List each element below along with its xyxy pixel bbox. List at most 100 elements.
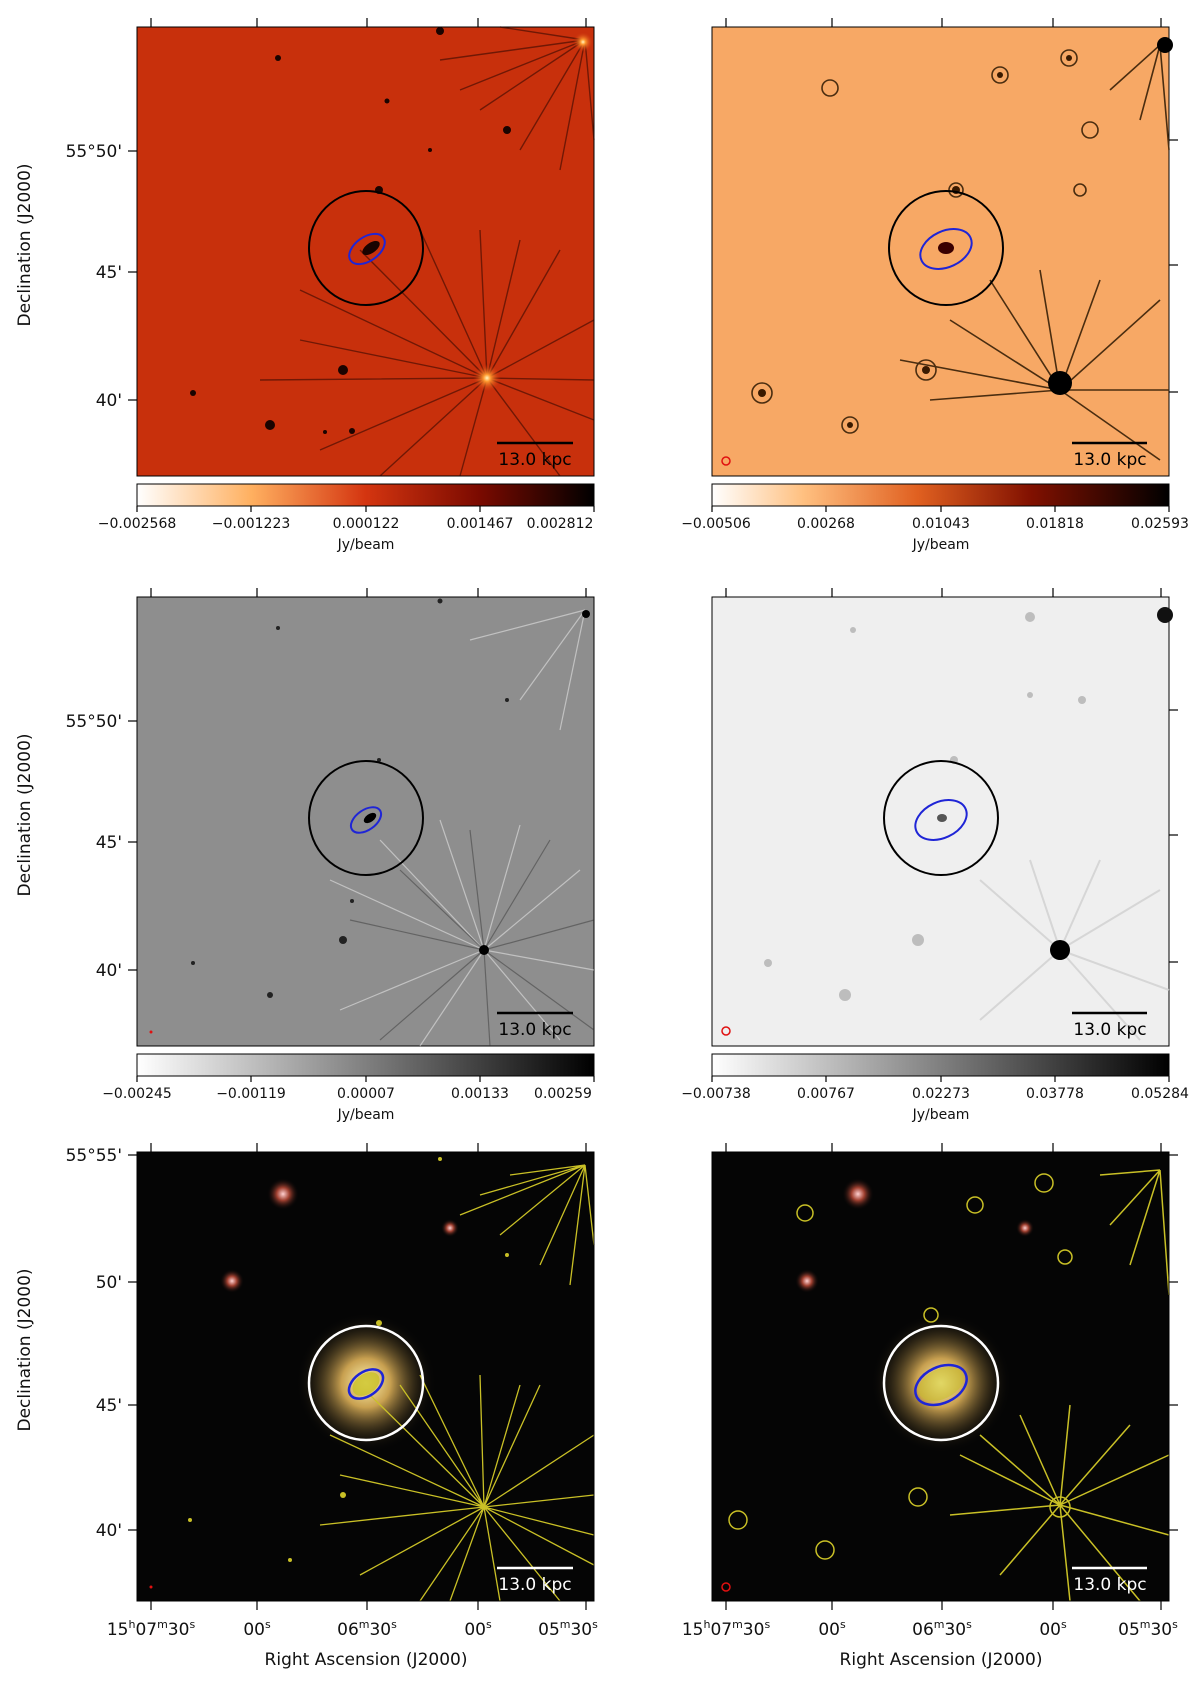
svg-text:−0.00119: −0.00119 [216,1086,286,1102]
aperture-circle [888,190,1004,306]
svg-text:06m30s: 06m30s [912,1618,972,1640]
radio-map-panel-1: 13.0 kpc 55°50' 45' 40' −0.002568 −0.001… [0,0,600,560]
svg-text:55°50': 55°50' [66,142,122,162]
point-sources [190,27,511,434]
panel-row-1: Declination (J2000) [0,0,1200,560]
svg-text:00s: 00s [1039,1618,1067,1640]
galaxy-ellipse [349,806,383,834]
artifact-streaks [329,609,595,1047]
svg-text:−0.00506: −0.00506 [681,516,751,532]
svg-text:55°50': 55°50' [66,712,122,732]
svg-text:0.03778: 0.03778 [1026,1086,1084,1102]
svg-text:40': 40' [96,391,122,411]
contours [728,1169,1170,1602]
svg-text:13.0 kpc: 13.0 kpc [1073,1020,1146,1040]
colorbar [136,1053,595,1077]
artifact-streaks [259,26,595,477]
svg-text:15h07m30s: 15h07m30s [682,1618,771,1640]
optical-overlay-panel-5: 13.0 kpc 55°55' 50' 45' 40' 15h07m30s 00… [0,1135,600,1702]
aperture-circle [308,190,424,306]
panel-row-2: Declination (J2000) [0,570,1200,1130]
galaxy-ellipse [348,232,386,266]
svg-text:0.01818: 0.01818 [1026,516,1084,532]
svg-text:00s: 00s [243,1618,271,1640]
svg-text:05m30s: 05m30s [1118,1618,1178,1640]
beam-marker [721,1026,731,1036]
svg-text:55°55': 55°55' [66,1146,122,1166]
svg-text:0.00007: 0.00007 [337,1086,395,1102]
point-sources [188,1157,509,1562]
svg-text:Jy/beam: Jy/beam [912,1107,970,1123]
ra-tick-labels: 15h07m30s 00s 06m30s 00s 05m30s [682,1618,1178,1640]
svg-text:Jy/beam: Jy/beam [912,537,970,553]
svg-text:40': 40' [96,1521,122,1541]
contours [751,44,1170,461]
beam-marker [721,456,731,466]
svg-text:0.00767: 0.00767 [797,1086,855,1102]
ra-ticks [128,18,587,401]
galaxy-ellipse [919,228,973,270]
ra-tick-labels: 15h07m30s 00s 06m30s 00s 05m30s [107,1618,598,1640]
svg-text:45': 45' [96,263,122,283]
svg-text:13.0 kpc: 13.0 kpc [1073,1575,1146,1595]
svg-text:0.00268: 0.00268 [797,516,855,532]
colorbar [711,483,1170,507]
svg-text:13.0 kpc: 13.0 kpc [498,1020,571,1040]
radio-map-panel-4: 13.0 kpc −0.00738 0.00767 0.02273 0.0377… [600,570,1200,1130]
galaxy-ellipse [914,799,968,841]
beam-marker [721,1582,731,1592]
panel-row-3: Declination (J2000) [0,1135,1200,1702]
svg-text:0.002812: 0.002812 [527,516,594,532]
svg-text:Declination (J2000): Declination (J2000) [15,163,35,326]
svg-text:45': 45' [96,1396,122,1416]
svg-text:00s: 00s [464,1618,492,1640]
svg-text:Right Ascension (J2000): Right Ascension (J2000) [840,1650,1043,1670]
point-sources [758,55,1072,428]
aperture-circle [307,1324,425,1442]
artifact-streaks [979,859,1170,1041]
galaxy-ellipse [914,1363,968,1407]
galaxy-ellipse [347,1368,385,1400]
svg-text:−0.002568: −0.002568 [98,516,177,532]
svg-text:13.0 kpc: 13.0 kpc [498,1575,571,1595]
svg-text:0.01043: 0.01043 [912,516,970,532]
svg-text:Declination (J2000): Declination (J2000) [15,1268,35,1431]
svg-text:05m30s: 05m30s [538,1618,598,1640]
beam-marker [149,1585,153,1589]
radio-map-panel-3: 13.0 kpc 55°50' 45' 40' −0.00245 −0.0011… [0,570,600,1130]
svg-text:Right Ascension (J2000): Right Ascension (J2000) [265,1650,468,1670]
svg-text:Jy/beam: Jy/beam [337,537,395,553]
colorbar [711,1053,1170,1077]
svg-text:0.00133: 0.00133 [451,1086,509,1102]
radio-map-panel-2: 13.0 kpc −0.00506 0.00268 0.01043 0.0181… [600,0,1200,560]
dec-axis-label: Declination (J2000) [14,700,36,930]
svg-text:−0.001223: −0.001223 [212,516,291,532]
svg-text:0.02593: 0.02593 [1131,516,1189,532]
optical-overlay-panel-6: 13.0 kpc 15h07m30s 00s 06m30s 00s 05m30s… [600,1135,1200,1702]
svg-text:Declination (J2000): Declination (J2000) [15,733,35,896]
beam-marker [149,1030,153,1034]
svg-text:0.001467: 0.001467 [447,516,514,532]
contours [319,1164,595,1602]
svg-text:15h07m30s: 15h07m30s [107,1618,196,1640]
svg-text:0.000122: 0.000122 [333,516,400,532]
bright-source [473,364,501,392]
svg-text:13.0 kpc: 13.0 kpc [1073,450,1146,470]
svg-text:00s: 00s [818,1618,846,1640]
svg-text:50': 50' [96,1273,122,1293]
svg-text:0.00259: 0.00259 [534,1086,592,1102]
dec-axis-label: Declination (J2000) [14,1235,36,1465]
svg-text:06m30s: 06m30s [337,1618,397,1640]
svg-text:−0.00738: −0.00738 [681,1086,751,1102]
svg-text:40': 40' [96,961,122,981]
aperture-circle [882,1324,1000,1442]
point-sources [191,598,509,998]
aperture-circle [308,760,424,876]
svg-text:Jy/beam: Jy/beam [337,1107,395,1123]
svg-text:−0.00245: −0.00245 [102,1086,172,1102]
dec-axis-label: Declination (J2000) [14,130,36,360]
svg-text:13.0 kpc: 13.0 kpc [498,450,571,470]
svg-text:0.05284: 0.05284 [1131,1086,1189,1102]
colorbar [136,483,595,507]
svg-text:45': 45' [96,833,122,853]
